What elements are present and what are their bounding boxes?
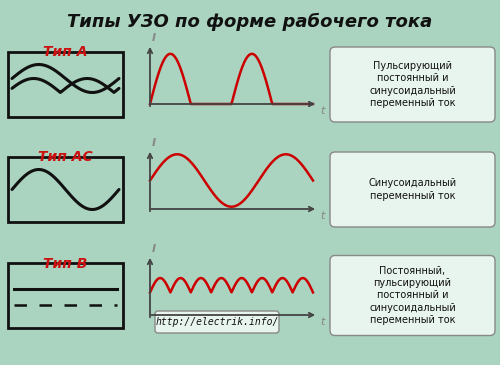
Text: I: I [152,138,156,148]
FancyBboxPatch shape [8,263,123,328]
Text: Тип В: Тип В [44,257,88,271]
Text: I: I [152,244,156,254]
Text: Пульсирующий
постоянный и
синусоидальный
переменный ток: Пульсирующий постоянный и синусоидальный… [369,61,456,108]
Text: Типы УЗО по форме рабочего тока: Типы УЗО по форме рабочего тока [68,13,432,31]
Text: Тип АС: Тип АС [38,150,93,164]
FancyBboxPatch shape [330,255,495,335]
Text: Постоянный,
пульсирующий
постоянный и
синусоидальный
переменный ток: Постоянный, пульсирующий постоянный и си… [369,266,456,325]
FancyBboxPatch shape [155,311,279,333]
Text: I: I [152,33,156,43]
FancyBboxPatch shape [330,47,495,122]
Text: t: t [320,317,324,327]
Text: Тип А: Тип А [44,45,88,59]
FancyBboxPatch shape [8,157,123,222]
Text: http://electrik.info/: http://electrik.info/ [156,317,278,327]
Text: t: t [320,211,324,221]
Text: t: t [320,106,324,116]
Text: Синусоидальный
переменный ток: Синусоидальный переменный ток [368,178,456,201]
FancyBboxPatch shape [330,152,495,227]
FancyBboxPatch shape [8,52,123,117]
